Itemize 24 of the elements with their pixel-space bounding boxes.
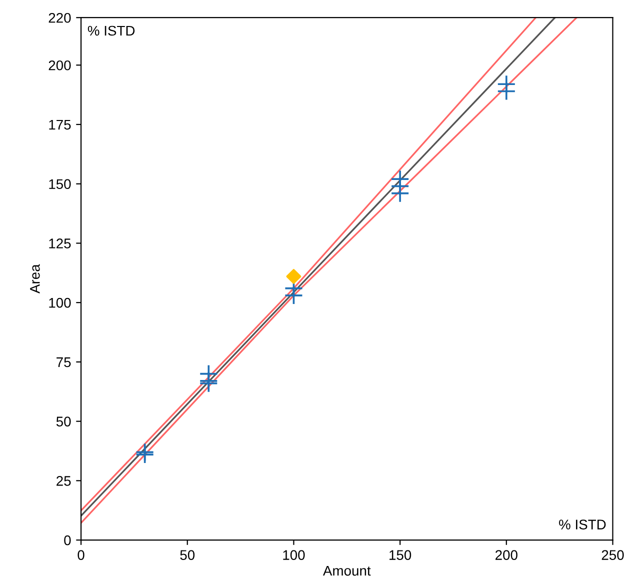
x-tick-label: 150 xyxy=(390,550,412,560)
y-tick-label: 220 xyxy=(48,12,71,23)
y-axis-title: Area xyxy=(30,264,40,294)
y-tick-label: 75 xyxy=(56,357,71,368)
annotation: % ISTD xyxy=(559,520,606,530)
point xyxy=(286,268,302,284)
x-tick-label: 200 xyxy=(496,550,518,560)
y-tick-label: 175 xyxy=(49,120,71,130)
x-axis-title: Amount xyxy=(322,566,371,576)
y-tick-label: 100 xyxy=(49,298,71,308)
y-tick-label: 50 xyxy=(56,416,71,426)
x-tick-label: 50 xyxy=(180,550,195,560)
point xyxy=(496,82,516,101)
y-tick-label: 150 xyxy=(49,179,71,190)
y-tick-label: 0 xyxy=(64,535,71,546)
point xyxy=(390,184,410,203)
point xyxy=(284,286,304,305)
y-tick-label: 200 xyxy=(48,60,71,70)
x-tick-label: 100 xyxy=(283,550,305,560)
x-tick-label: 250 xyxy=(602,550,624,560)
y-tick-label: 125 xyxy=(49,238,71,248)
y-tick-label: 25 xyxy=(56,476,71,486)
annotation: % ISTD xyxy=(88,26,135,36)
x-tick-label: 0 xyxy=(78,550,84,560)
